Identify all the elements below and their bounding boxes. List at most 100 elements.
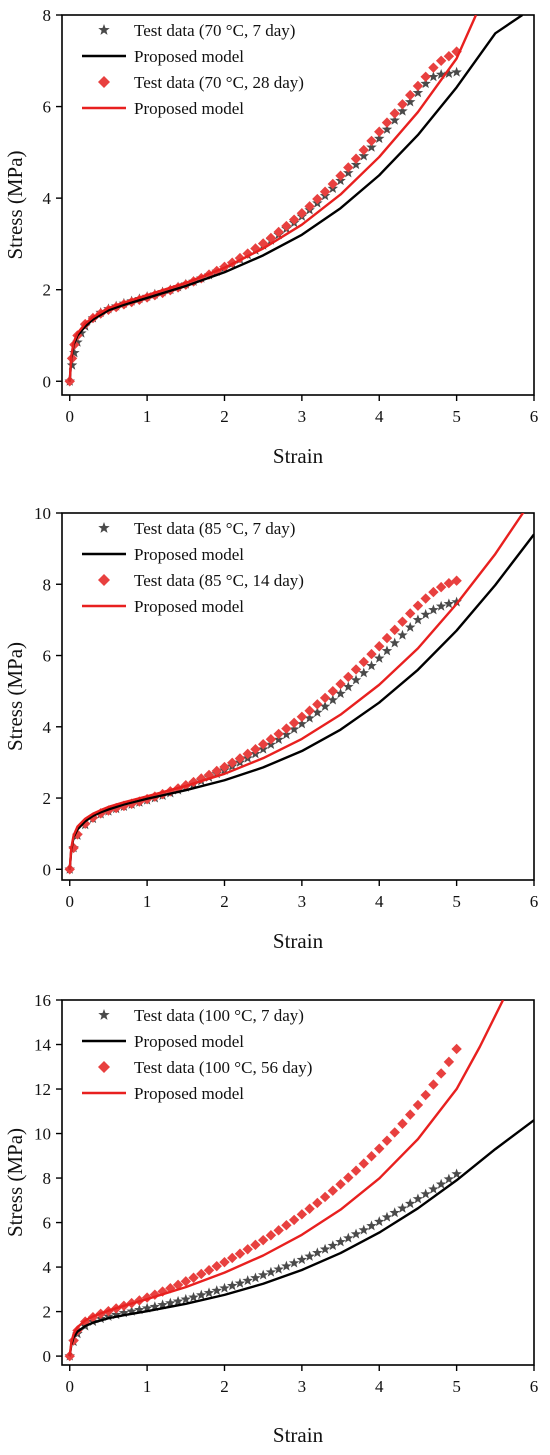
data-point-diamond: [343, 671, 354, 683]
data-point-star: [397, 629, 408, 640]
legend-label: Proposed model: [134, 47, 244, 66]
data-point-diamond: [366, 135, 377, 147]
data-point-star: [350, 159, 362, 170]
data-point-star: [319, 700, 331, 711]
data-point-star: [304, 1250, 315, 1261]
data-point-star: [358, 1224, 369, 1235]
data-point-star: [451, 66, 462, 77]
legend-star-swatch: [98, 522, 110, 533]
data-point-star: [335, 688, 346, 699]
data-point-diamond: [319, 186, 331, 197]
data-point-star: [381, 1211, 393, 1222]
data-point-star: [428, 604, 439, 615]
data-point-star: [389, 637, 400, 648]
legend-label: Test data (70 °C, 7 day): [134, 21, 295, 40]
legend-item: Test data (85 °C, 14 day): [98, 571, 304, 590]
data-point-diamond: [404, 89, 416, 101]
data-point-star: [227, 1280, 238, 1291]
y-tick-label: 6: [43, 98, 52, 117]
data-point-diamond: [296, 711, 308, 723]
y-axis-title: Stress (MPa): [3, 1128, 27, 1237]
data-point-star: [443, 68, 455, 79]
y-tick-label: 2: [43, 789, 52, 808]
data-point-diamond: [443, 51, 455, 62]
legend-item: Proposed model: [82, 545, 244, 564]
data-point-star: [381, 123, 393, 134]
data-point-diamond: [242, 1244, 253, 1255]
data-point-diamond: [389, 1127, 400, 1138]
legend-diamond-swatch: [98, 76, 110, 88]
legend-label: Test data (100 °C, 56 day): [134, 1058, 312, 1077]
data-point-star: [435, 1178, 447, 1189]
x-tick-label: 5: [452, 1377, 461, 1396]
x-tick-label: 3: [298, 407, 307, 426]
data-point-star: [312, 707, 323, 717]
data-point-star: [288, 723, 300, 734]
data-point-diamond: [227, 757, 238, 768]
data-point-star: [257, 1269, 269, 1280]
chart-85c: 0 1 2 3 4 5 6 0 2 4 6 8 10 Strain Stress (MPa) Test dat…: [3, 504, 538, 953]
data-point-diamond: [404, 608, 416, 619]
data-point-diamond: [366, 648, 377, 660]
model-curve-red: [68, 1000, 505, 1357]
legend-label: Test data (100 °C, 7 day): [134, 1006, 304, 1025]
data-point-star: [397, 1202, 408, 1213]
data-point-star: [451, 596, 462, 607]
data-point-star: [211, 1285, 222, 1296]
x-tick-label: 6: [530, 1377, 539, 1396]
data-point-star: [350, 1228, 362, 1239]
data-point-star: [451, 1168, 462, 1179]
model-curve-black: [68, 15, 524, 382]
legend-star-swatch: [98, 24, 110, 35]
data-point-star: [397, 105, 408, 116]
data-point-star: [420, 78, 431, 89]
data-point-diamond: [358, 144, 369, 156]
x-tick-label: 5: [452, 407, 461, 426]
model-curve-black: [68, 533, 534, 870]
legend-item: Test data (100 °C, 7 day): [98, 1006, 304, 1025]
data-point-diamond: [412, 80, 424, 92]
x-tick-label: 1: [143, 892, 152, 911]
data-point-star: [165, 1297, 176, 1308]
data-point-diamond: [304, 1203, 315, 1214]
legend: Test data (100 °C, 7 day) Proposed model T…: [82, 1006, 312, 1103]
data-point-star: [134, 1304, 145, 1315]
data-point-diamond: [397, 616, 408, 627]
data-point-star: [273, 1263, 284, 1274]
legend-label: Test data (85 °C, 7 day): [134, 519, 295, 538]
x-tick-label: 0: [65, 407, 74, 426]
data-point-diamond: [234, 1248, 246, 1259]
data-point-star: [319, 1243, 331, 1254]
data-point-star: [420, 1188, 431, 1199]
y-tick-label: 10: [34, 504, 51, 523]
data-point-diamond: [335, 1179, 346, 1190]
y-tick-label: 0: [43, 1347, 52, 1366]
data-point-diamond: [296, 208, 308, 219]
data-point-star: [118, 1307, 130, 1318]
data-point-star: [288, 1257, 300, 1268]
y-axis-title: Stress (MPa): [3, 150, 27, 259]
x-tick-label: 3: [298, 892, 307, 911]
x-axis-title: Strain: [273, 929, 324, 953]
x-tick-label: 3: [298, 1377, 307, 1396]
data-point-diamond: [281, 1220, 292, 1231]
plot-frame: [61, 999, 535, 1366]
legend-item: Proposed model: [82, 47, 244, 66]
legend-diamond-swatch: [98, 1061, 110, 1073]
data-point-star: [381, 645, 393, 656]
y-tick-label: 2: [43, 1303, 52, 1322]
data-point-star: [350, 674, 362, 685]
data-point-diamond: [319, 1191, 331, 1203]
data-point-star: [358, 667, 369, 678]
x-axis-title: Strain: [273, 444, 324, 468]
data-point-star: [374, 1216, 385, 1227]
data-point-diamond: [335, 678, 346, 690]
data-point-star: [374, 652, 385, 663]
data-point-star: [327, 1240, 339, 1251]
y-tick-label: 4: [43, 718, 52, 737]
data-point-star: [126, 1305, 137, 1316]
legend-item: Proposed model: [82, 99, 244, 118]
data-point-diamond: [288, 1214, 300, 1226]
data-point-star: [242, 1275, 253, 1286]
